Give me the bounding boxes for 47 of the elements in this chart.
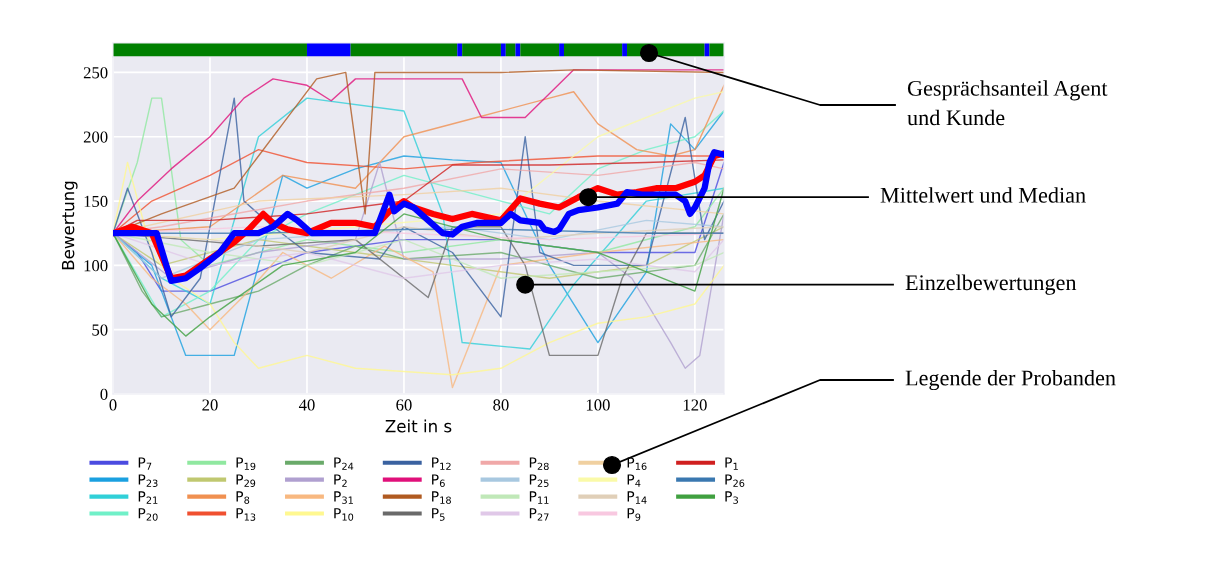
y-tick-label: 0 [100,388,108,400]
legend-label: P$_{12}$ [432,457,451,470]
y-tick-label: 50 [92,324,108,336]
legend-label: P$_{7}$ [138,457,152,470]
legend-label: P$_{31}$ [334,491,353,504]
legend-label: P$_{4}$ [627,474,641,487]
x-tick-label: 60 [396,399,412,411]
legend-label: P$_{16}$ [627,457,647,471]
legend-label: P$_{9}$ [627,508,641,521]
legend-label: P$_{29}$ [236,474,256,487]
legend-label: P$_{19}$ [236,457,256,471]
text: Legende der Probanden [905,369,1116,391]
legend-label: P$_{5}$ [432,508,445,521]
legend-label: P$_{26}$ [725,474,745,487]
legend-label: P$_{6}$ [432,474,445,487]
y-axis-title: Bewertung [61,181,78,270]
legend-label: P$_{11}$ [529,491,549,504]
legend-label: P$_{13}$ [236,508,256,521]
legend-label: P$_{3}$ [725,491,738,504]
legend-label: P$_{8}$ [236,491,250,504]
line-series [113,213,724,318]
legend-label: P$_{18}$ [432,491,451,504]
annotation: Mittelwert und Median [880,187,1086,203]
y-tick-label: 250 [83,67,108,79]
x-axis-title: Zeit in s [385,419,452,433]
legend-label: P$_{27}$ [529,508,549,521]
y-tick-label: 100 [84,260,108,272]
x-tick-label: 120 [683,399,707,411]
annotation: Einzelbewertungen [905,274,1077,295]
legend-label: P$_{20}$ [138,508,158,521]
legend-label: P$_{25}$ [529,474,549,487]
x-tick-label: 40 [298,399,315,411]
x-tick-label: 100 [586,399,610,411]
y-tick-label: 200 [83,131,108,143]
legend-label: P$_{21}$ [138,491,158,504]
y-tick-label: 150 [84,195,108,208]
legend-label: P$_{24}$ [334,457,354,470]
legend-label: P$_{23}$ [138,474,158,487]
legend-label: P$_{14}$ [627,491,647,504]
legend-label: P$_{1}$ [725,457,738,470]
x-tick-label: 80 [493,399,509,411]
legend-label: P$_{10}$ [334,508,354,521]
legend-label: P$_{2}$ [334,474,347,487]
x-tick-label: 20 [202,399,218,411]
text: Gesprächsanteil Agent und Kunde [907,80,1108,126]
x-tick-label: 0 [109,399,117,411]
legend-label: P$_{28}$ [529,457,549,471]
